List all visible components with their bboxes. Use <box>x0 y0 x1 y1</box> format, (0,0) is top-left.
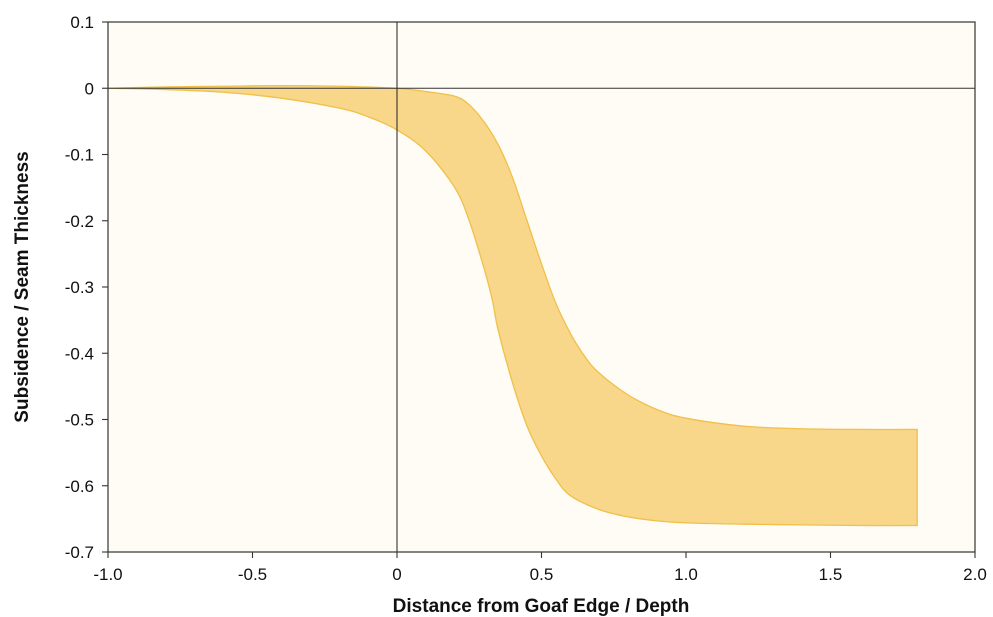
y-tick-label: -0.1 <box>65 146 94 165</box>
x-axis-ticks: -1.0 -0.5 0 0.5 1.0 1.5 2.0 <box>93 552 987 584</box>
y-tick-label: 0 <box>85 79 94 98</box>
x-tick-label: 0 <box>392 565 401 584</box>
x-tick-label: 0.5 <box>530 565 554 584</box>
x-tick-label: 1.5 <box>819 565 843 584</box>
y-tick-label: -0.6 <box>65 477 94 496</box>
x-tick-label: 2.0 <box>963 565 987 584</box>
y-tick-label: -0.4 <box>65 344 94 363</box>
subsidence-band <box>107 84 918 527</box>
y-axis-ticks: 0.1 0 -0.1 -0.2 -0.3 -0.4 -0.5 -0.6 -0.7 <box>65 13 108 562</box>
y-tick-label: -0.7 <box>65 543 94 562</box>
y-tick-label: -0.2 <box>65 212 94 231</box>
y-tick-label: -0.3 <box>65 278 94 297</box>
y-tick-label: -0.5 <box>65 411 94 430</box>
x-tick-label: -1.0 <box>93 565 122 584</box>
x-axis-title: Distance from Goaf Edge / Depth <box>393 596 690 617</box>
y-tick-label: 0.1 <box>70 13 94 32</box>
x-tick-label: 1.0 <box>674 565 698 584</box>
x-tick-label: -0.5 <box>238 565 267 584</box>
y-axis-title: Subsidence / Seam Thickness <box>12 151 33 422</box>
